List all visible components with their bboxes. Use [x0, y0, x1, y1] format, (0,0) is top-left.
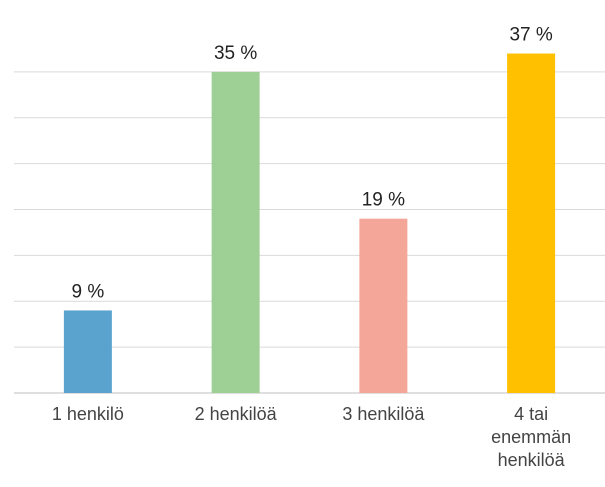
bar	[359, 218, 408, 393]
x-tick-label: 3 henkilöä	[342, 404, 425, 424]
bar	[507, 53, 556, 394]
data-label: 9 %	[72, 281, 105, 302]
x-tick-label-line: enemmän	[491, 427, 571, 447]
data-label: 35 %	[214, 43, 257, 64]
x-tick-label: 4 tai enemmän henkilöä	[491, 404, 571, 470]
data-label: 19 %	[362, 190, 405, 211]
bar	[211, 71, 260, 393]
bar	[63, 310, 112, 393]
data-label: 37 %	[509, 25, 552, 46]
x-tick-label-line: henkilöä	[498, 450, 566, 470]
x-tick-label-line: 4 tai	[514, 404, 548, 424]
x-tick-label: 1 henkilö	[52, 404, 124, 424]
x-tick-label: 2 henkilöä	[195, 404, 278, 424]
